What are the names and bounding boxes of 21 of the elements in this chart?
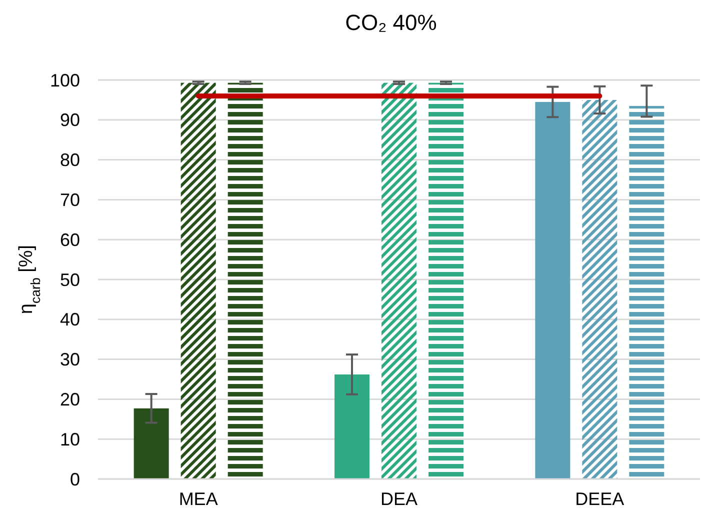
y-tick-label: 60 bbox=[60, 230, 80, 250]
y-tick-label: 0 bbox=[70, 469, 80, 490]
y-tick-label: 80 bbox=[60, 150, 80, 170]
y-tick-label: 10 bbox=[60, 429, 80, 450]
bar bbox=[582, 100, 618, 479]
y-tick-label: 40 bbox=[60, 310, 80, 330]
y-tick-label: 30 bbox=[60, 350, 80, 370]
chart-title: CO₂ 40% bbox=[345, 10, 437, 35]
x-tick-label: DEA bbox=[380, 489, 418, 509]
bar bbox=[535, 102, 570, 479]
y-tick-label: 70 bbox=[60, 190, 80, 210]
x-tick-label: DEEA bbox=[575, 489, 624, 509]
bar bbox=[382, 82, 416, 479]
y-tick-label: 100 bbox=[50, 70, 80, 90]
y-tick-label: 90 bbox=[60, 110, 80, 130]
x-tick-label: MEA bbox=[178, 489, 218, 509]
y-tick-label: 50 bbox=[60, 270, 80, 290]
bar bbox=[180, 82, 216, 479]
y-tick-label: 20 bbox=[60, 390, 80, 410]
bar bbox=[334, 374, 370, 479]
bar bbox=[134, 408, 169, 479]
